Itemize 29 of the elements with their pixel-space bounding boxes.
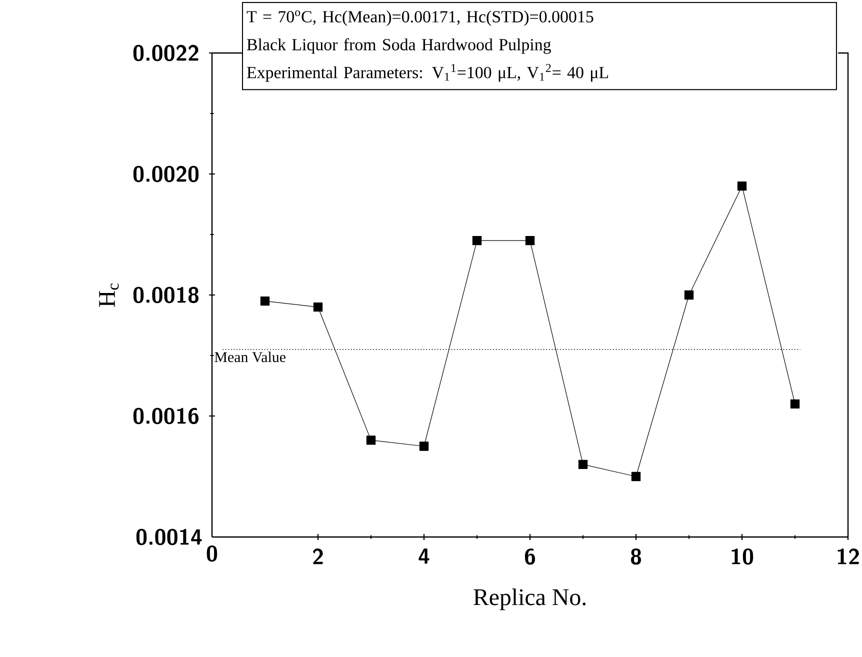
x-tick-label: 6: [524, 548, 536, 565]
point: [790, 399, 800, 408]
x-tick-label: 12: [838, 548, 859, 564]
point: [578, 460, 588, 469]
point: [525, 236, 535, 246]
text: T = 70$^{o}$C, Hc(Mean)=0.00171, Hc(STD)=0.00015: [246, 10, 594, 26]
point: [366, 436, 376, 445]
point: [419, 442, 429, 451]
point: [631, 472, 641, 482]
point: [684, 290, 694, 300]
y-axis-title: H$_{c}$: [99, 283, 119, 307]
point: [737, 182, 747, 191]
annotation: Experimental Parameters: V$_{1}$$^{1}$=100 μL, V$_{1}$$^{2}$= 40 μL: [246, 64, 608, 82]
x-tick-label: 8: [630, 548, 642, 565]
y-tick-label: 0.0022: [133, 44, 198, 62]
point: [313, 302, 323, 312]
x-tick-label: 10: [732, 548, 754, 565]
point: [472, 236, 482, 246]
x-tick-label: 2: [312, 548, 323, 564]
ref-line-label: Mean Value: [214, 352, 286, 362]
y-tick-label: 0.0020: [133, 166, 199, 182]
y-tick-label: 0.0014: [136, 528, 202, 546]
x-tick-label: 4: [418, 548, 430, 564]
point: [260, 296, 270, 306]
x-tick-label: 0: [206, 545, 218, 562]
annotation: Black Liquor from Soda Hardwood Pulping: [246, 38, 551, 54]
y-tick-label: 0.0018: [133, 286, 198, 304]
y-tick-label: 0.0016: [133, 408, 198, 424]
x-axis-title: Replica No.: [474, 588, 586, 610]
